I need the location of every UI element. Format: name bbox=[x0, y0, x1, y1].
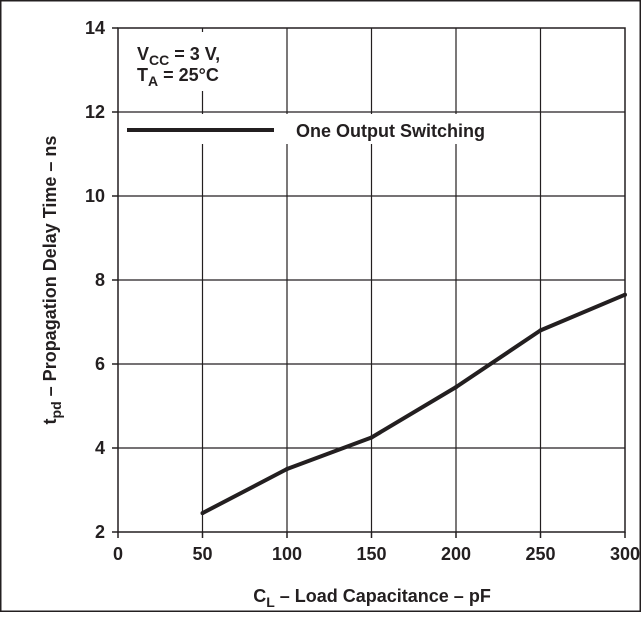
y-tick-labels: 2 4 6 8 10 12 14 bbox=[85, 18, 105, 542]
x-tick-label-300: 300 bbox=[610, 544, 640, 564]
x-axis-label-sub: L bbox=[266, 594, 275, 610]
x-tick-label-50: 50 bbox=[192, 544, 212, 564]
series-line-0 bbox=[201, 292, 626, 515]
y-axis-label-main: t bbox=[40, 418, 60, 424]
series-point-0-100 bbox=[285, 467, 289, 471]
series-point-0-200 bbox=[454, 385, 458, 390]
series-point-0-300 bbox=[623, 292, 627, 297]
x-tick-label-0: 0 bbox=[113, 544, 123, 564]
plot-frame bbox=[112, 27, 626, 538]
y-tick-label-4: 4 bbox=[95, 438, 105, 458]
x-tick-labels: 0 50 100 150 200 250 300 bbox=[113, 544, 640, 564]
series-point-0-150 bbox=[369, 435, 374, 440]
condition-ta-rest: = 25°C bbox=[158, 65, 219, 85]
x-axis-label-main: C bbox=[253, 586, 266, 606]
y-tick-label-12: 12 bbox=[85, 102, 105, 122]
series-point-0-50 bbox=[200, 511, 205, 516]
condition-ta-sub: A bbox=[148, 73, 158, 89]
x-tick-label-250: 250 bbox=[525, 544, 555, 564]
x-axis-label-rest: – Load Capacitance – pF bbox=[275, 586, 491, 606]
y-axis-label-rest: – Propagation Delay Time – ns bbox=[40, 136, 60, 402]
condition-vcc-main: V bbox=[137, 44, 149, 64]
condition-vcc-rest: = 3 V, bbox=[169, 44, 220, 64]
series-point-0-250 bbox=[538, 328, 543, 333]
y-tick-label-10: 10 bbox=[85, 186, 105, 206]
condition-vcc: VCC = 3 V, bbox=[137, 44, 220, 68]
x-tick-label-150: 150 bbox=[356, 544, 386, 564]
y-axis-label: tpd – Propagation Delay Time – ns bbox=[40, 136, 64, 425]
y-tick-label-6: 6 bbox=[95, 354, 105, 374]
condition-vcc-sub: CC bbox=[149, 52, 169, 68]
condition-ta: TA = 25°C bbox=[137, 65, 219, 89]
y-axis-label-sub: pd bbox=[48, 401, 64, 418]
y-tick-label-14: 14 bbox=[85, 18, 105, 38]
x-tick-label-200: 200 bbox=[441, 544, 471, 564]
grid bbox=[118, 28, 625, 532]
y-tick-label-2: 2 bbox=[95, 522, 105, 542]
series-layer bbox=[200, 292, 627, 516]
conditions-box bbox=[124, 32, 278, 91]
legend-label: One Output Switching bbox=[296, 121, 485, 141]
condition-ta-main: T bbox=[137, 65, 148, 85]
x-tick-label-100: 100 bbox=[272, 544, 302, 564]
x-axis-label: CL – Load Capacitance – pF bbox=[253, 586, 491, 610]
y-tick-label-8: 8 bbox=[95, 270, 105, 290]
